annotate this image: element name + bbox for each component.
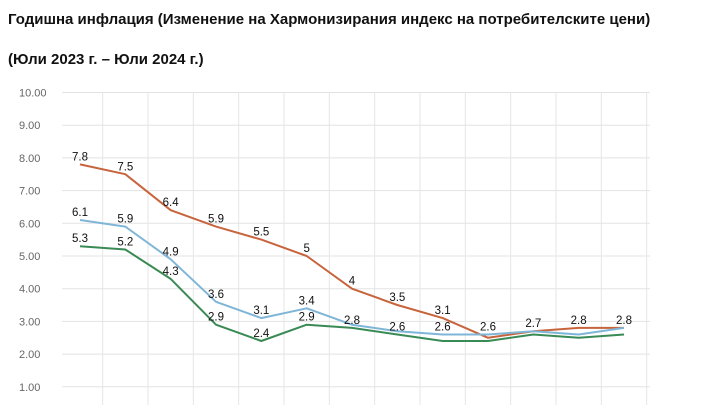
data-label: 2.7: [525, 318, 541, 330]
data-label: 7.8: [72, 151, 88, 163]
data-label: 5.9: [208, 214, 224, 226]
data-label: 7.5: [117, 161, 133, 173]
y-tick-label: 4.00: [19, 284, 40, 296]
data-label: 3.1: [435, 305, 451, 317]
chart-title: Годишна инфлация (Изменение на Хармонизи…: [8, 11, 651, 28]
data-label: 4: [349, 276, 356, 288]
y-tick-label: 9.00: [19, 120, 40, 132]
data-label: 5.9: [117, 214, 133, 226]
y-tick-label: 3.00: [19, 316, 40, 328]
y-tick-label: 7.00: [19, 186, 40, 198]
data-label: 6.4: [163, 197, 180, 209]
y-tick-label: 8.00: [19, 153, 40, 165]
chart-series: [79, 163, 625, 342]
y-tick-label: 10.00: [19, 88, 47, 100]
data-label: 2.8: [616, 315, 632, 327]
data-label: 3.4: [299, 295, 316, 307]
y-tick-label: 1.00: [19, 382, 40, 394]
data-label: 2.9: [208, 312, 224, 324]
data-label: 5.5: [253, 227, 269, 239]
data-label: 2.9: [299, 312, 315, 324]
data-label: 5.2: [117, 236, 133, 248]
data-label: 3.1: [253, 305, 269, 317]
data-label: 3.5: [389, 292, 405, 304]
data-label: 6.1: [72, 207, 88, 219]
data-label: 5.3: [72, 233, 88, 245]
data-label: 5: [303, 243, 309, 255]
data-label: 2.6: [389, 321, 405, 333]
data-label: 2.4: [253, 328, 270, 340]
y-axis: 1.00 2.00 3.00 4.00 5.00 6.00 7.00 8.00 9.00 10.0…: [19, 88, 47, 394]
chart-subtitle: (Юли 2023 г. – Юли 2024 г.): [8, 51, 204, 68]
data-label: 2.8: [571, 315, 587, 327]
data-label: 2.6: [435, 321, 451, 333]
data-label: 2.8: [344, 315, 360, 327]
data-label: 2.6: [480, 321, 496, 333]
chart-grid: [62, 92, 650, 405]
data-labels: 7.8 7.5 6.4 5.9 5.5 5 4 3.5 3.1 2.7 2.8 2.8 6.1 5.9 4.…: [72, 151, 632, 340]
y-tick-label: 6.00: [19, 218, 40, 230]
y-tick-label: 2.00: [19, 349, 40, 361]
data-label: 3.6: [208, 289, 224, 301]
data-label: 4.9: [163, 246, 179, 258]
data-label: 4.3: [163, 266, 179, 278]
y-tick-label: 5.00: [19, 251, 40, 263]
